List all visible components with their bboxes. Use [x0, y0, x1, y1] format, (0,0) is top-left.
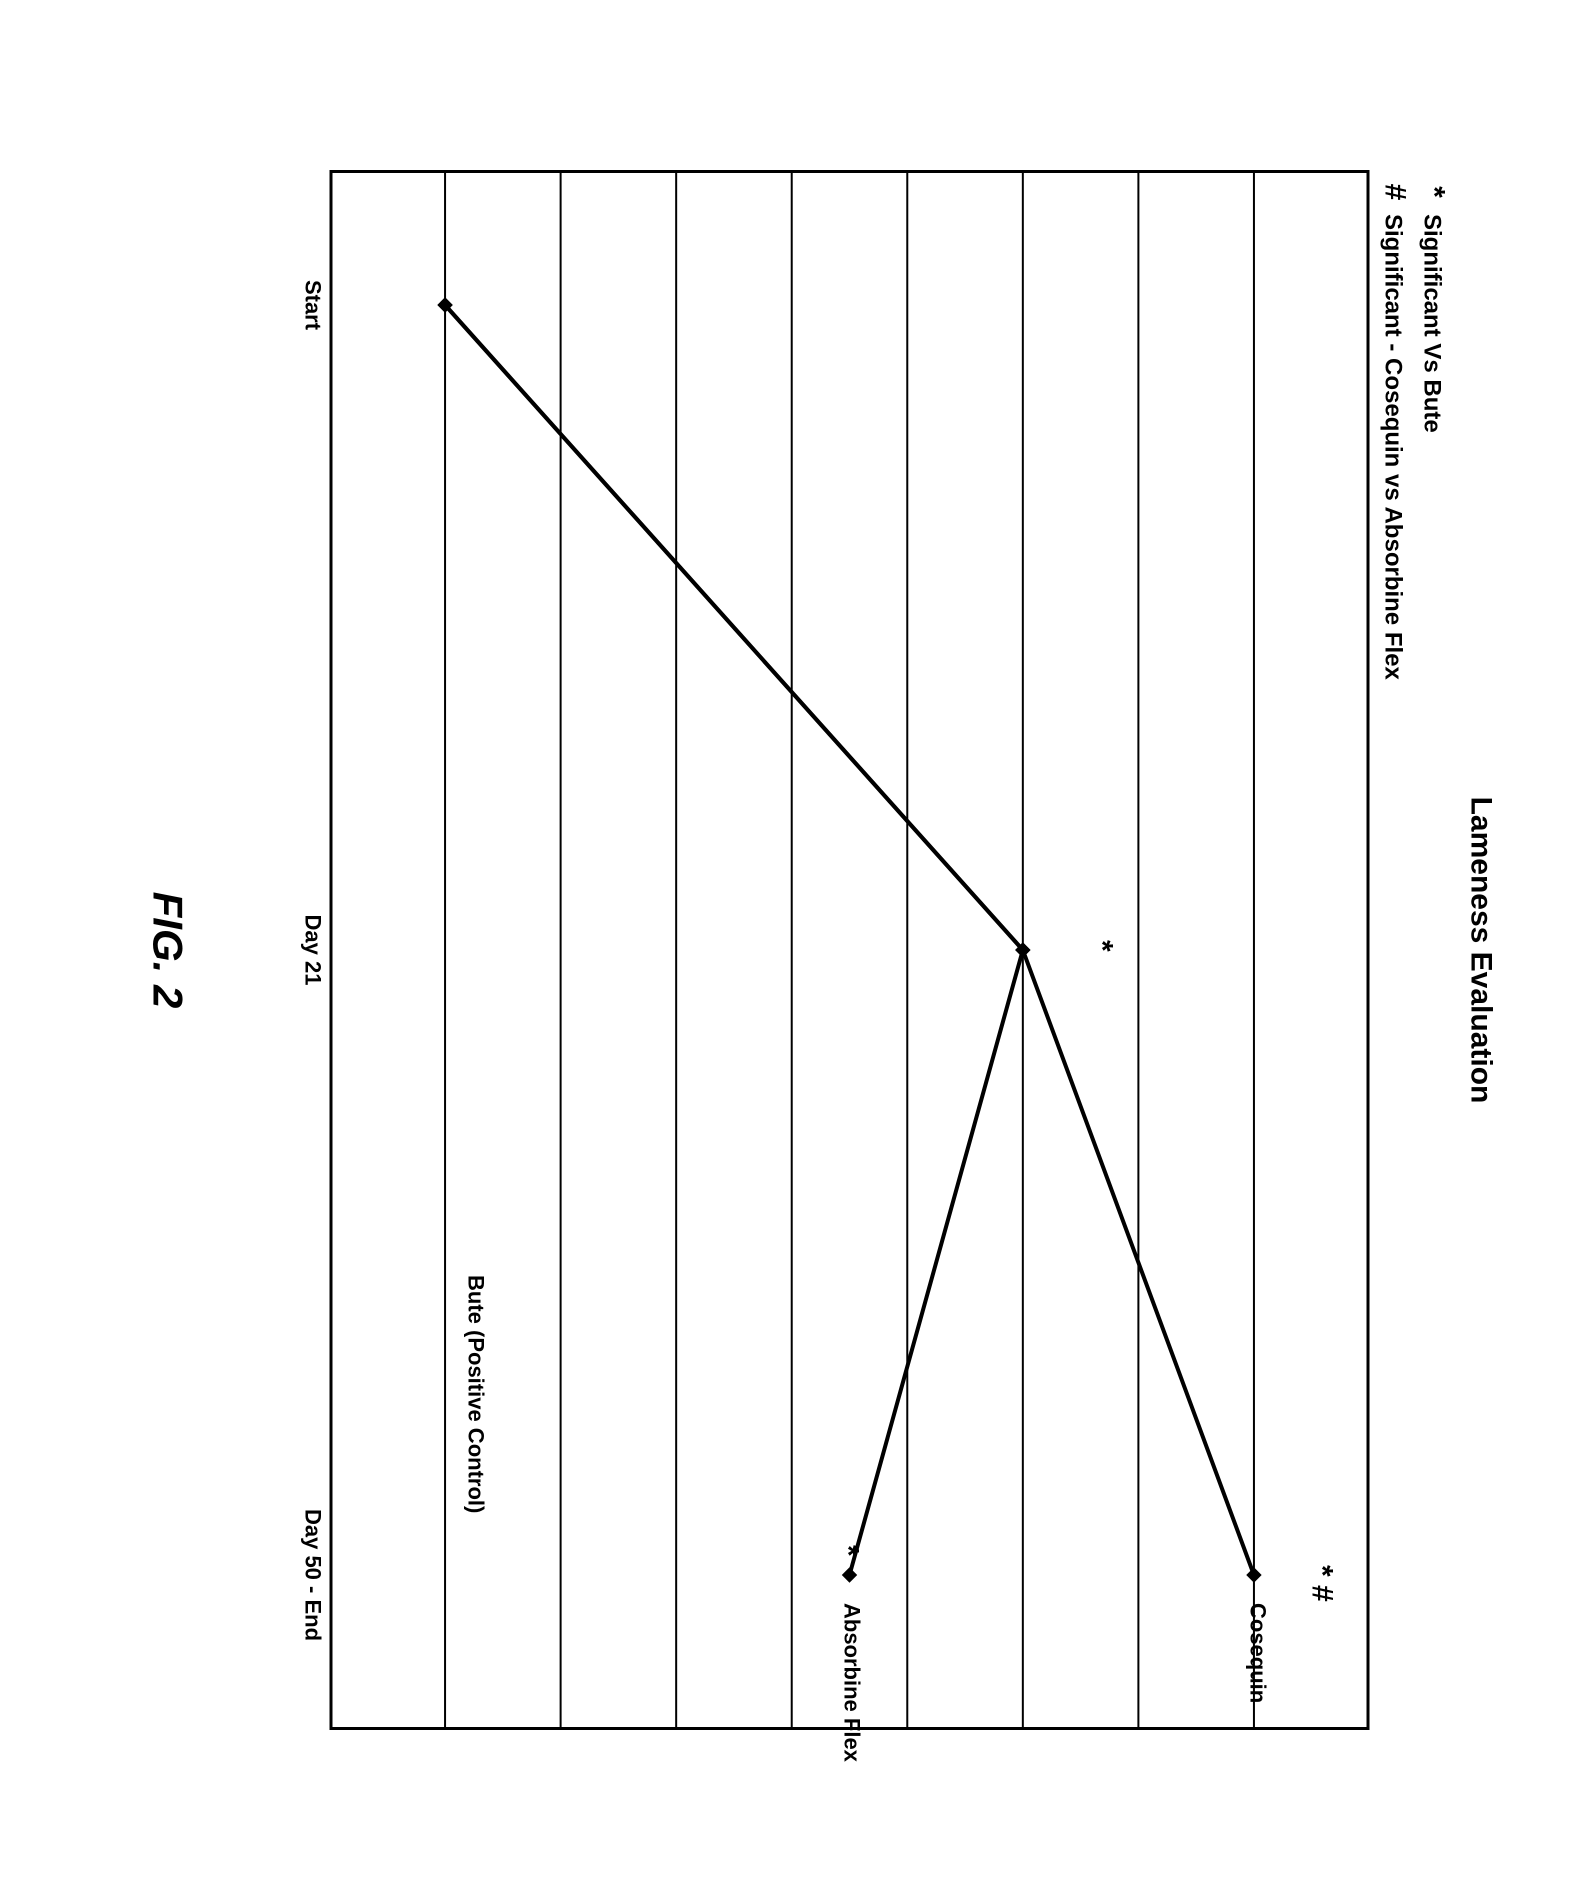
series-label: Bute (Positive Control)	[462, 1275, 488, 1513]
x-axis-label: Day 21	[299, 915, 325, 986]
legend-symbol: *	[1414, 170, 1453, 214]
legend-text: Significant Vs Bute	[1416, 214, 1447, 433]
x-axis-label: Start	[299, 280, 325, 330]
chart-title: Lameness Evaluation	[1463, 170, 1497, 1730]
legend: *Significant Vs Bute#Significant - Coseq…	[1375, 170, 1453, 1730]
significance-marker: *	[1084, 940, 1118, 952]
legend-row: #Significant - Cosequin vs Absorbine Fle…	[1375, 170, 1414, 1730]
series-label: Cosequin	[1244, 1603, 1270, 1703]
x-axis-label: Day 50 - End	[299, 1509, 325, 1641]
series-label: Absorbine Flex	[838, 1603, 864, 1762]
legend-row: *Significant Vs Bute	[1414, 170, 1453, 1730]
figure-caption: FIG. 2	[143, 892, 191, 1009]
significance-marker: *	[830, 1545, 864, 1557]
significance-marker: * #	[1304, 1565, 1338, 1602]
plot-area: CosequinAbsorbine FlexBute (Positive Con…	[329, 170, 1369, 1730]
legend-text: Significant - Cosequin vs Absorbine Flex	[1377, 214, 1408, 680]
legend-symbol: #	[1375, 170, 1414, 214]
